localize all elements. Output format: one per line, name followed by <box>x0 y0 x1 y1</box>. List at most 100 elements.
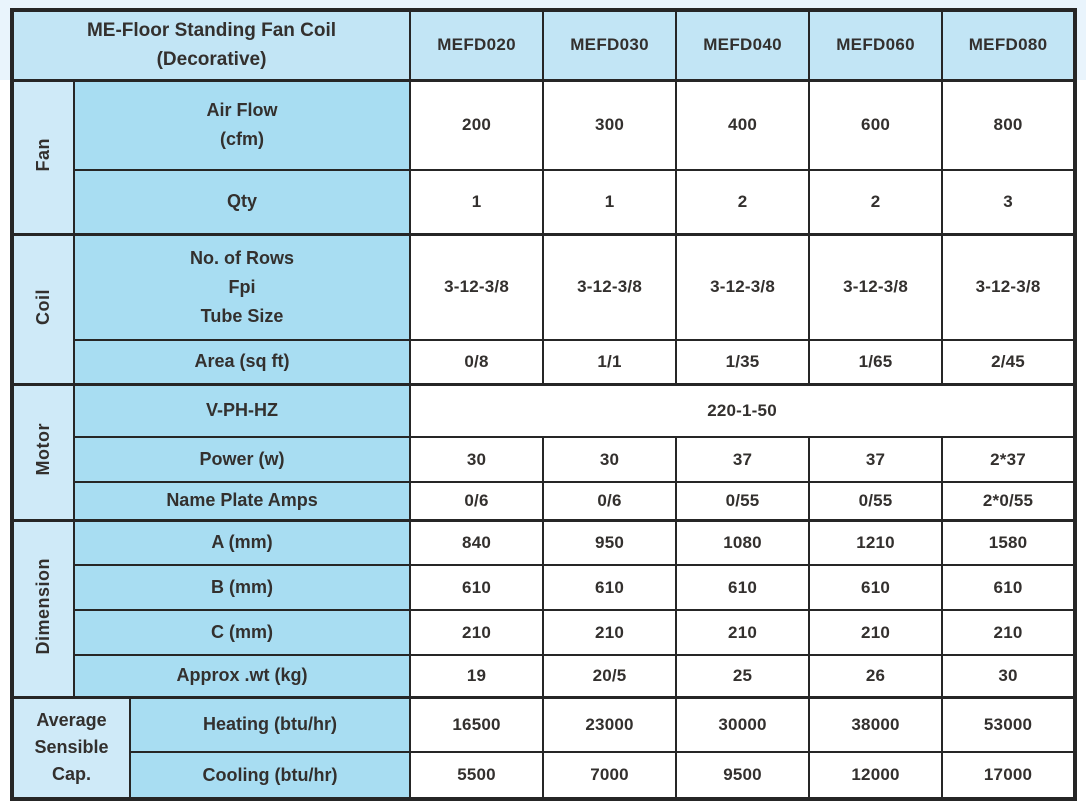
value-cell: 0/6 <box>542 481 678 521</box>
table-row: Dimension A (mm) 840 950 1080 1210 1580 <box>11 518 1077 698</box>
value-cell: 3-12-3/8 <box>808 232 944 341</box>
fan-coil-spec-table: ME-Floor Standing Fan Coil (Decorative) … <box>10 8 1078 801</box>
row-label: Qty <box>72 169 412 235</box>
table-row: Approx .wt (kg) 19 20/5 25 26 30 <box>12 654 1077 698</box>
table-row: B (mm) 610 610 610 610 610 <box>12 564 1077 611</box>
value-cell: 1/1 <box>542 339 678 385</box>
value-cell: 26 <box>808 654 944 698</box>
value-cell: 2*0/55 <box>941 481 1077 521</box>
value-cell: 210 <box>808 609 944 656</box>
group-label-dimension: Dimension <box>11 518 75 698</box>
value-cell: 210 <box>941 609 1077 656</box>
value-cell: 1210 <box>808 518 944 566</box>
value-cell: 9500 <box>675 751 811 800</box>
value-cell: 20/5 <box>542 654 678 698</box>
row-label: No. of Rows Fpi Tube Size <box>72 232 412 341</box>
group-label-motor: Motor <box>11 382 75 521</box>
table-row: Fan Air Flow (cfm) 200 300 400 600 800 <box>11 78 1077 235</box>
value-cell: 1/65 <box>808 339 944 385</box>
value-cell: 1580 <box>941 518 1077 566</box>
value-cell: 12000 <box>808 751 944 800</box>
value-cell: 1 <box>542 169 678 235</box>
row-label: Area (sq ft) <box>72 339 412 385</box>
group-label-text: Motor <box>33 423 53 476</box>
value-cell: 38000 <box>808 695 944 753</box>
group-label-average-sensible-cap: Average Sensible Cap. <box>11 695 131 800</box>
value-cell: 16500 <box>409 695 545 753</box>
value-cell: 800 <box>941 78 1077 171</box>
table-row: Power (w) 30 30 37 37 2*37 <box>12 436 1077 483</box>
row-label: Name Plate Amps <box>72 481 412 521</box>
header-row: ME-Floor Standing Fan Coil (Decorative) … <box>10 9 1077 81</box>
row-label: C (mm) <box>72 609 412 656</box>
value-cell: 17000 <box>941 751 1077 800</box>
value-cell: 610 <box>409 564 545 611</box>
value-cell: 1 <box>409 169 545 235</box>
value-cell: 610 <box>675 564 811 611</box>
table-row: Area (sq ft) 0/8 1/1 1/35 1/65 2/45 <box>12 339 1077 385</box>
value-cell: 30 <box>542 436 678 483</box>
value-cell: 3-12-3/8 <box>941 232 1077 341</box>
value-cell: 3-12-3/8 <box>542 232 678 341</box>
table-row: Cooling (btu/hr) 5500 7000 9500 12000 17… <box>12 751 1077 800</box>
table-row: C (mm) 210 210 210 210 210 <box>12 609 1077 656</box>
value-cell: 7000 <box>542 751 678 800</box>
value-cell: 300 <box>542 78 678 171</box>
value-cell: 23000 <box>542 695 678 753</box>
value-cell: 5500 <box>409 751 545 800</box>
model-header: MEFD060 <box>808 9 944 81</box>
value-cell: 610 <box>941 564 1077 611</box>
value-cell: 400 <box>675 78 811 171</box>
value-cell: 0/8 <box>409 339 545 385</box>
value-cell: 210 <box>675 609 811 656</box>
value-cell-span: 220-1-50 <box>409 382 1077 438</box>
table-row: Name Plate Amps 0/6 0/6 0/55 0/55 2*0/55 <box>12 481 1077 521</box>
value-cell: 53000 <box>941 695 1077 753</box>
row-label: Approx .wt (kg) <box>72 654 412 698</box>
value-cell: 2/45 <box>941 339 1077 385</box>
value-cell: 1/35 <box>675 339 811 385</box>
value-cell: 3-12-3/8 <box>409 232 545 341</box>
value-cell: 1080 <box>675 518 811 566</box>
row-label: Air Flow (cfm) <box>72 78 412 171</box>
group-label-text: Coil <box>33 288 53 325</box>
value-cell: 2*37 <box>941 436 1077 483</box>
table-row: Qty 1 1 2 2 3 <box>12 169 1077 235</box>
model-header: MEFD040 <box>675 9 811 81</box>
value-cell: 610 <box>542 564 678 611</box>
value-cell: 3 <box>941 169 1077 235</box>
value-cell: 2 <box>808 169 944 235</box>
value-cell: 30 <box>409 436 545 483</box>
model-header: MEFD030 <box>542 9 678 81</box>
value-cell: 25 <box>675 654 811 698</box>
table-title: ME-Floor Standing Fan Coil (Decorative) <box>10 9 412 81</box>
value-cell: 3-12-3/8 <box>675 232 811 341</box>
row-label: A (mm) <box>72 518 412 566</box>
row-label: Cooling (btu/hr) <box>128 751 412 800</box>
value-cell: 30 <box>941 654 1077 698</box>
group-label-fan: Fan <box>11 78 75 235</box>
model-header: MEFD020 <box>409 9 545 81</box>
value-cell: 950 <box>542 518 678 566</box>
value-cell: 19 <box>409 654 545 698</box>
group-label-text: Fan <box>33 137 53 172</box>
value-cell: 210 <box>409 609 545 656</box>
table-row: Average Sensible Cap. Heating (btu/hr) 1… <box>11 695 1077 800</box>
value-cell: 600 <box>808 78 944 171</box>
row-label: Power (w) <box>72 436 412 483</box>
value-cell: 30000 <box>675 695 811 753</box>
row-label: Heating (btu/hr) <box>128 695 412 753</box>
value-cell: 37 <box>808 436 944 483</box>
row-label: B (mm) <box>72 564 412 611</box>
value-cell: 200 <box>409 78 545 171</box>
table-row: Coil No. of Rows Fpi Tube Size 3-12-3/8 … <box>11 232 1077 385</box>
group-label-coil: Coil <box>11 232 75 385</box>
model-header: MEFD080 <box>941 9 1077 81</box>
value-cell: 2 <box>675 169 811 235</box>
value-cell: 610 <box>808 564 944 611</box>
value-cell: 0/55 <box>808 481 944 521</box>
row-label: V-PH-HZ <box>72 382 412 438</box>
value-cell: 210 <box>542 609 678 656</box>
table-row: Motor V-PH-HZ 220-1-50 <box>11 382 1077 521</box>
value-cell: 0/55 <box>675 481 811 521</box>
